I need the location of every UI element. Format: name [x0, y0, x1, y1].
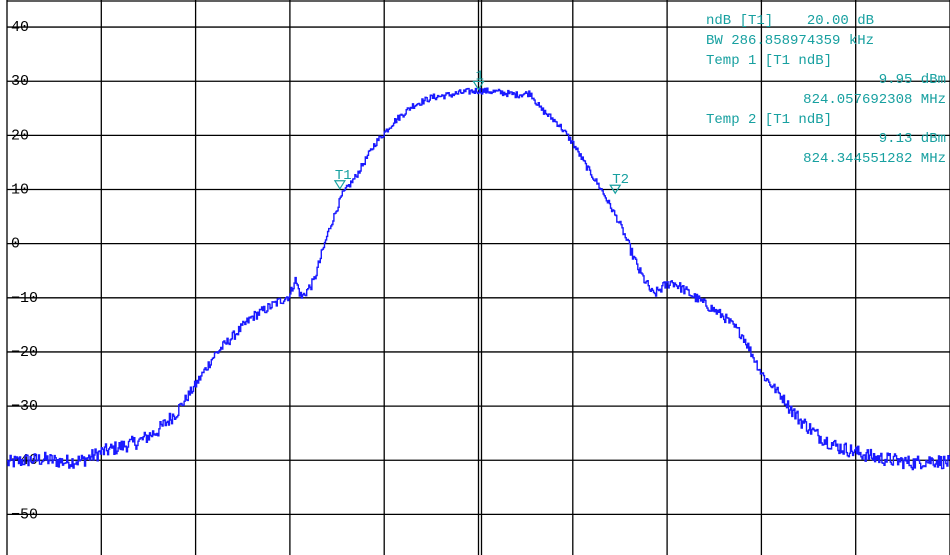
marker-label: T1	[335, 168, 352, 184]
marker-triangle	[333, 180, 346, 190]
marker-t1: T1	[333, 168, 352, 190]
y-tick-label: −30	[11, 398, 38, 415]
y-tick-label: −10	[11, 290, 38, 307]
y-tick-label: −20	[11, 344, 38, 361]
temp2-label: Temp 2 [T1 ndB]	[706, 112, 832, 128]
ndb-readout: ndB [T1] 20.00 dB	[706, 13, 874, 29]
grid	[6, 0, 950, 555]
marker-info-panel: ndB [T1] 20.00 dB BW 286.858974359 kHz T…	[706, 13, 946, 167]
y-tick-label: 40	[11, 19, 29, 36]
marker-triangle	[472, 80, 485, 91]
y-tick-label: −50	[11, 506, 38, 523]
temp2-level: 9.13 dBm	[879, 131, 946, 147]
bandwidth-readout: BW 286.858974359 kHz	[706, 33, 874, 49]
marker-1: 1	[472, 68, 485, 91]
marker-triangle	[609, 184, 622, 195]
temp1-label: Temp 1 [T1 ndB]	[706, 53, 832, 69]
y-tick-label: 0	[11, 236, 20, 253]
traces	[7, 87, 950, 471]
y-tick-label: 20	[11, 127, 29, 144]
markers: 1 T1 T2	[333, 68, 629, 195]
temp1-level: 9.95 dBm	[879, 72, 946, 88]
temp1-frequency: 824.057692308 MHz	[803, 92, 946, 108]
y-tick-label: 10	[11, 182, 29, 199]
marker-label: 1	[476, 68, 484, 84]
temp2-frequency: 824.344551282 MHz	[803, 151, 946, 167]
marker-label: T2	[612, 172, 629, 188]
spectrum-trace	[7, 87, 950, 471]
marker-t2: T2	[609, 172, 629, 195]
y-tick-label: 30	[11, 73, 29, 90]
